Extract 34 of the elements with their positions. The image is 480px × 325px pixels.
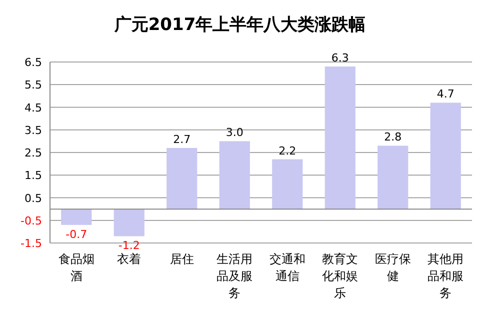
data-label: 2.8 [384, 130, 402, 144]
x-tick-label: 教育文化和娱乐 [322, 252, 358, 300]
y-tick-label: 0.5 [24, 192, 42, 205]
data-label: -1.2 [118, 239, 140, 252]
bar [219, 141, 250, 210]
data-label: -0.7 [66, 228, 88, 241]
y-tick-label: 1.5 [24, 169, 42, 182]
bar [61, 209, 92, 225]
bar [378, 146, 408, 210]
y-tick-label: -0.5 [20, 214, 42, 228]
x-tick-label: 交通和通信 [269, 252, 306, 283]
chart-title: 广元2017年上半年八大类涨跌幅 [113, 15, 366, 35]
x-tick-label: 其他用品和服务 [428, 252, 464, 300]
bar [272, 159, 303, 210]
bar [166, 148, 198, 210]
data-label: 2.2 [278, 144, 296, 158]
bar [324, 66, 356, 210]
data-label: 3.0 [226, 126, 244, 140]
bar [430, 102, 461, 210]
x-tick-label: 居住 [170, 252, 194, 266]
x-tick-label: 医疗保健 [374, 252, 411, 283]
x-tick-label: 衣着 [117, 252, 142, 266]
x-tick-label: 食品烟酒 [58, 252, 94, 283]
data-label: 4.7 [436, 88, 454, 101]
y-tick-label: 6.5 [24, 56, 42, 69]
x-tick-label: 生活用品及服务 [216, 252, 253, 300]
y-tick-label: 3.5 [24, 124, 42, 137]
y-tick-label: 4.5 [24, 101, 42, 114]
y-tick-label: -1.5 [20, 237, 42, 250]
data-label: 6.3 [331, 52, 349, 65]
data-label: 2.7 [173, 132, 191, 146]
bar [114, 209, 144, 236]
y-tick-label: 2.5 [24, 146, 42, 160]
y-tick-label: 5.5 [24, 78, 42, 92]
